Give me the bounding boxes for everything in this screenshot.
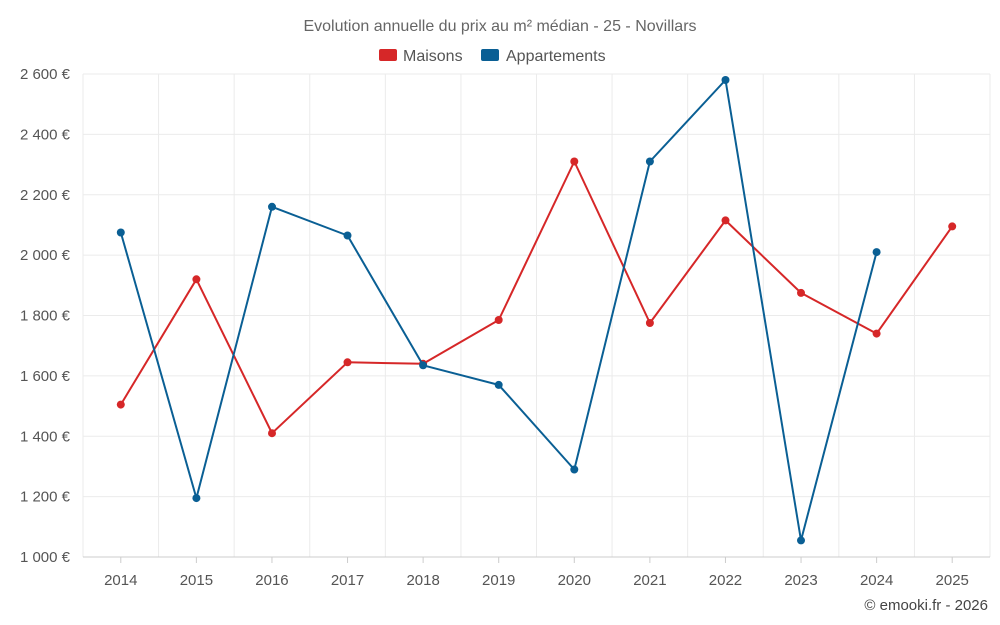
y-axis: 1 000 € 1 200 € 1 400 € 1 600 € 1 800 € 2 000…: [20, 66, 71, 566]
y-tick-label: 1 800 €: [20, 308, 71, 325]
data-point-maisons[interactable]: [494, 316, 503, 324]
gridlines: [82, 73, 991, 558]
legend-swatch-appartements: [481, 49, 499, 61]
series-maisons: [116, 157, 957, 438]
data-point-maisons[interactable]: [948, 222, 957, 231]
data-point-maisons[interactable]: [721, 216, 730, 225]
x-tick-label: 2021: [633, 572, 666, 589]
data-point-maisons[interactable]: [797, 288, 805, 297]
series-line-maisons: [119, 160, 954, 435]
data-point-appartements[interactable]: [494, 380, 503, 389]
data-point-maisons[interactable]: [343, 358, 352, 367]
x-tick-label: 2022: [709, 572, 742, 589]
legend: Maisons Appartements: [379, 48, 606, 65]
x-tick-label: 2024: [860, 572, 893, 589]
x-tick-label: 2025: [936, 572, 969, 589]
y-tick-label: 2 600 €: [20, 66, 71, 83]
data-point-appartements[interactable]: [797, 536, 805, 545]
data-point-appartements[interactable]: [192, 494, 201, 503]
data-point-appartements[interactable]: [570, 465, 579, 474]
y-tick-label: 1 400 €: [20, 428, 71, 445]
legend-label-maisons: Maisons: [403, 48, 463, 65]
x-tick-label: 2016: [255, 572, 288, 589]
x-tick-label: 2017: [331, 572, 364, 589]
data-point-appartements[interactable]: [645, 157, 654, 166]
y-tick-label: 2 200 €: [20, 187, 71, 204]
data-point-appartements[interactable]: [872, 248, 881, 257]
data-point-appartements[interactable]: [268, 202, 276, 211]
y-tick-label: 2 000 €: [20, 247, 71, 264]
x-tick-label: 2020: [558, 572, 591, 589]
y-tick-label: 1 600 €: [20, 368, 71, 385]
x-tick-label: 2014: [104, 572, 137, 589]
legend-swatch-maisons: [379, 49, 397, 61]
data-point-maisons[interactable]: [268, 429, 276, 438]
data-point-maisons[interactable]: [645, 319, 654, 327]
data-point-maisons[interactable]: [116, 400, 125, 409]
data-point-maisons[interactable]: [192, 275, 201, 284]
credit-text: © emooki.fr - 2026: [864, 597, 988, 614]
data-point-appartements[interactable]: [343, 231, 352, 240]
data-point-appartements[interactable]: [721, 76, 730, 84]
y-tick-label: 1 000 €: [20, 549, 71, 566]
series-appartements: [116, 76, 881, 545]
x-tick-label: 2015: [180, 572, 213, 589]
legend-label-appartements: Appartements: [506, 48, 606, 65]
data-point-maisons[interactable]: [570, 157, 579, 166]
chart-title: Evolution annuelle du prix au m² médian …: [303, 18, 696, 35]
data-point-maisons[interactable]: [872, 329, 881, 338]
y-tick-label: 1 200 €: [20, 489, 71, 506]
x-tick-label: 2023: [784, 572, 817, 589]
x-tick-label: 2019: [482, 572, 515, 589]
x-axis: 2014 2015 2016 2017 2018 2019 2020 2021 2022 2023…: [83, 556, 990, 589]
series: [116, 76, 957, 545]
legend-item-appartements[interactable]: Appartements: [481, 48, 606, 65]
y-tick-label: 2 400 €: [20, 126, 71, 143]
data-point-appartements[interactable]: [116, 228, 125, 237]
data-point-appartements[interactable]: [419, 361, 428, 370]
x-tick-label: 2018: [406, 572, 439, 589]
legend-item-maisons[interactable]: Maisons: [379, 48, 463, 65]
